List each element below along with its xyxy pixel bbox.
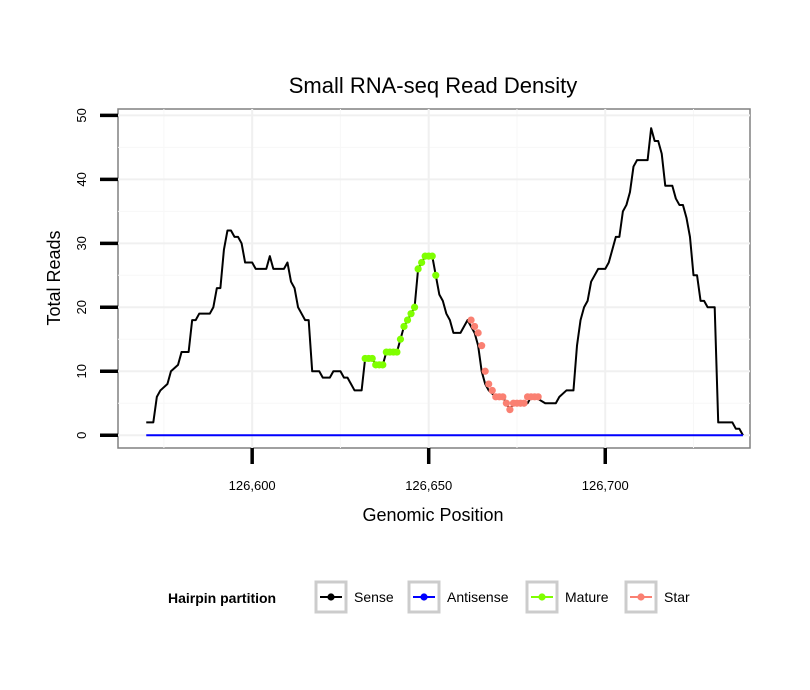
line-sense [146, 127, 744, 436]
legend-key-point [327, 593, 335, 601]
chart-title: Small RNA-seq Read Density [289, 73, 578, 98]
legend-entry-mature: Mature [525, 580, 609, 614]
point-mature [368, 354, 376, 363]
x-tick-label: 126,600 [229, 478, 276, 493]
point-star [471, 322, 479, 331]
legend-key-point [538, 593, 546, 601]
series-star [467, 316, 542, 414]
point-mature [410, 303, 419, 311]
y-tick-label: 50 [74, 108, 89, 122]
point-star [488, 386, 496, 395]
legend-label-star: Star [664, 589, 690, 605]
legend-label-antisense: Antisense [447, 589, 509, 605]
point-star [474, 329, 482, 337]
legend-entry-sense: Sense [314, 580, 394, 614]
point-mature [393, 348, 401, 356]
legend-entry-antisense: Antisense [407, 580, 509, 614]
point-star [481, 367, 489, 375]
y-tick-label: 40 [74, 172, 89, 186]
legend-key-point [637, 593, 645, 601]
point-mature [396, 335, 405, 343]
x-tick-label: 126,650 [405, 478, 452, 493]
grid-lines [118, 109, 750, 448]
legend-entries: Sense Antisense Mature Star [314, 580, 690, 614]
point-star [506, 406, 514, 414]
legend: Hairpin partition Sense Antisense Mature St… [168, 580, 690, 614]
legend-title: Hairpin partition [168, 590, 276, 606]
y-tick-label: 0 [74, 432, 89, 439]
plot-panel [117, 108, 751, 449]
point-mature [379, 361, 387, 369]
legend-label-sense: Sense [354, 589, 394, 605]
point-star [499, 393, 507, 401]
y-tick-label: 20 [74, 300, 89, 314]
point-mature [418, 258, 426, 267]
point-mature [400, 322, 408, 331]
point-mature [403, 316, 412, 324]
point-star [467, 316, 475, 324]
point-star [478, 342, 486, 350]
x-axis-title: Genomic Position [362, 505, 503, 525]
legend-key-point [420, 593, 428, 601]
legend-label-mature: Mature [565, 589, 609, 605]
legend-entry-star: Star [624, 580, 690, 614]
point-star [520, 399, 528, 407]
point-mature [407, 310, 415, 318]
point-star [534, 393, 542, 401]
point-mature [432, 271, 440, 279]
series-sense [146, 127, 744, 436]
series-mature [361, 252, 440, 369]
y-axis: 0 10 20 30 40 50 [74, 108, 118, 439]
point-star [502, 399, 510, 407]
x-tick-label: 126,700 [582, 478, 629, 493]
y-tick-label: 30 [74, 236, 89, 250]
point-mature [414, 265, 422, 273]
series-layer [146, 127, 744, 437]
plot-area [117, 108, 751, 449]
y-axis-title: Total Reads [44, 230, 64, 325]
y-tick-label: 10 [74, 364, 89, 378]
point-star [485, 380, 493, 388]
x-axis: 126,600 126,650 126,700 [229, 448, 629, 493]
point-mature [428, 252, 436, 260]
